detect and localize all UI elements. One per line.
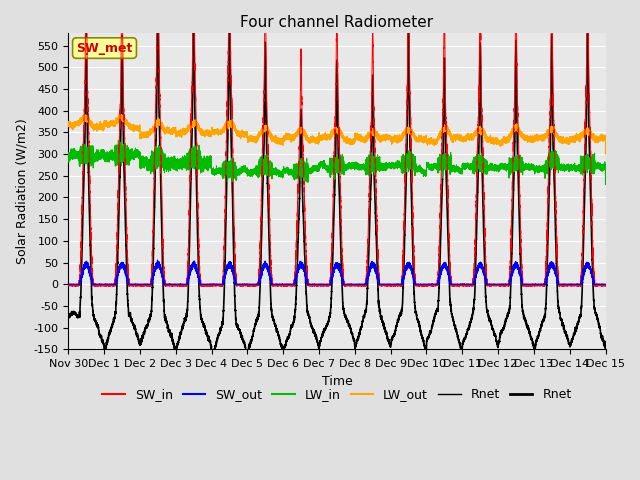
- LW_in: [93, 156, 100, 162]
- Y-axis label: Solar Radiation (W/m2): Solar Radiation (W/m2): [15, 118, 28, 264]
- Rnet: [65, 315, 72, 321]
- SW_in: [602, 283, 609, 288]
- LW_in: [483, 159, 490, 165]
- SW_out: [602, 281, 609, 287]
- Text: SW_met: SW_met: [76, 42, 132, 55]
- LW_out: [483, 134, 490, 140]
- Line: LW_in: LW_in: [68, 141, 605, 184]
- SW_out: [496, 281, 504, 287]
- LW_out: [602, 151, 609, 157]
- SW_out: [483, 281, 490, 287]
- LW_in: [468, 163, 476, 168]
- Rnet: [208, 357, 216, 362]
- SW_out: [154, 257, 161, 263]
- SW_in: [504, 283, 511, 288]
- LW_out: [93, 126, 100, 132]
- X-axis label: Time: Time: [321, 374, 352, 388]
- Line: LW_out: LW_out: [68, 114, 605, 154]
- Rnet: [483, 305, 490, 311]
- Line: SW_in: SW_in: [68, 0, 605, 287]
- LW_in: [65, 154, 72, 159]
- Rnet: [602, 339, 609, 345]
- LW_out: [65, 122, 72, 128]
- SW_out: [93, 281, 100, 287]
- LW_in: [504, 167, 511, 172]
- Rnet: [93, 319, 100, 325]
- SW_in: [468, 282, 476, 288]
- LW_out: [408, 131, 415, 136]
- SW_in: [483, 277, 490, 283]
- Rnet: [468, 314, 476, 320]
- Rnet: [504, 312, 511, 318]
- SW_in: [496, 283, 504, 288]
- Title: Four channel Radiometer: Four channel Radiometer: [241, 15, 433, 30]
- SW_in: [93, 282, 100, 288]
- SW_out: [504, 281, 511, 287]
- Legend: SW_in, SW_out, LW_in, LW_out, Rnet, Rnet: SW_in, SW_out, LW_in, LW_out, Rnet, Rnet: [97, 384, 577, 407]
- SW_in: [65, 282, 72, 288]
- LW_out: [504, 138, 511, 144]
- LW_out: [468, 136, 476, 142]
- LW_in: [408, 163, 415, 169]
- SW_out: [468, 281, 476, 287]
- Line: SW_out: SW_out: [68, 260, 605, 284]
- SW_in: [408, 146, 415, 152]
- LW_in: [115, 138, 122, 144]
- Rnet: [496, 333, 504, 339]
- Line: Rnet: Rnet: [68, 0, 605, 360]
- LW_out: [496, 141, 504, 146]
- SW_out: [65, 281, 72, 287]
- Rnet: [408, 189, 415, 195]
- SW_out: [408, 266, 415, 272]
- LW_out: [115, 111, 123, 117]
- LW_in: [496, 167, 504, 173]
- SW_in: [456, 284, 463, 289]
- LW_in: [602, 181, 609, 187]
